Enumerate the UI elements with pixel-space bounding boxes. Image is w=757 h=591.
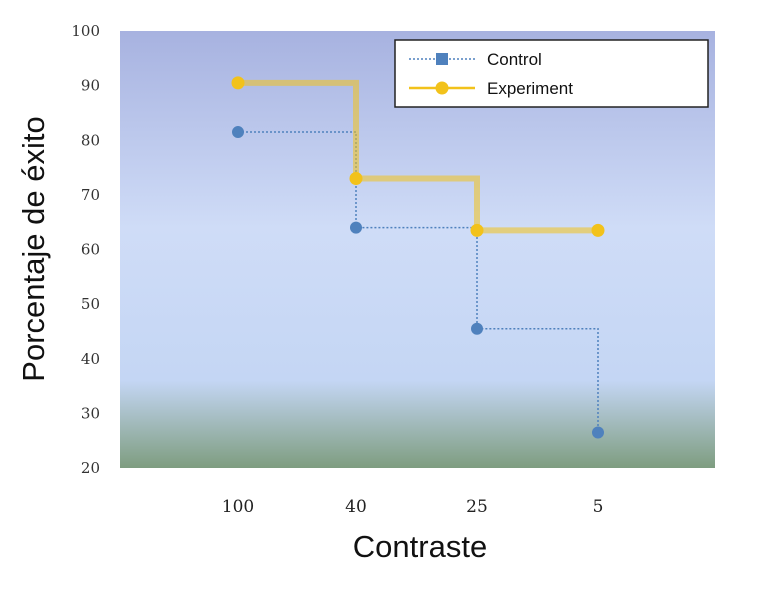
- legend-label-experiment: Experiment: [487, 79, 573, 98]
- x-tick-label: 40: [345, 497, 367, 517]
- data-point-experiment: [591, 223, 605, 237]
- y-tick-label: 100: [71, 22, 100, 40]
- y-tick-label: 50: [81, 295, 100, 313]
- legend: Control Experiment: [394, 39, 709, 108]
- y-tick-label: 80: [81, 131, 100, 149]
- x-axis-ticks: 100 40 25 5: [222, 497, 604, 517]
- data-point-control: [232, 126, 244, 139]
- x-axis-title: Contraste: [353, 529, 487, 564]
- x-tick-label: 5: [593, 497, 604, 517]
- x-tick-label: 100: [222, 497, 254, 517]
- data-point-control: [350, 221, 362, 234]
- data-point-control: [592, 426, 604, 439]
- legend-box: [394, 39, 709, 108]
- legend-marker-control: [436, 53, 448, 65]
- y-tick-label: 40: [81, 350, 100, 368]
- y-tick-label: 60: [81, 241, 100, 259]
- x-tick-label: 25: [466, 497, 488, 517]
- series-points: [231, 76, 605, 439]
- legend-marker-experiment: [435, 81, 449, 95]
- y-axis-title: Porcentaje de éxito: [16, 116, 51, 381]
- y-tick-label: 90: [81, 77, 100, 95]
- data-point-experiment: [349, 171, 363, 185]
- series-lines: [238, 79, 599, 433]
- data-point-experiment: [231, 76, 245, 90]
- y-tick-label: 30: [81, 404, 100, 422]
- y-axis-ticks: 20 30 40 50 60 70 80 90 100: [71, 22, 100, 477]
- data-point-experiment: [470, 223, 484, 237]
- legend-label-control: Control: [487, 50, 542, 69]
- series-line-experiment: [238, 79, 598, 234]
- data-point-control: [471, 322, 483, 335]
- y-tick-label: 20: [81, 459, 100, 477]
- y-tick-label: 70: [81, 186, 100, 204]
